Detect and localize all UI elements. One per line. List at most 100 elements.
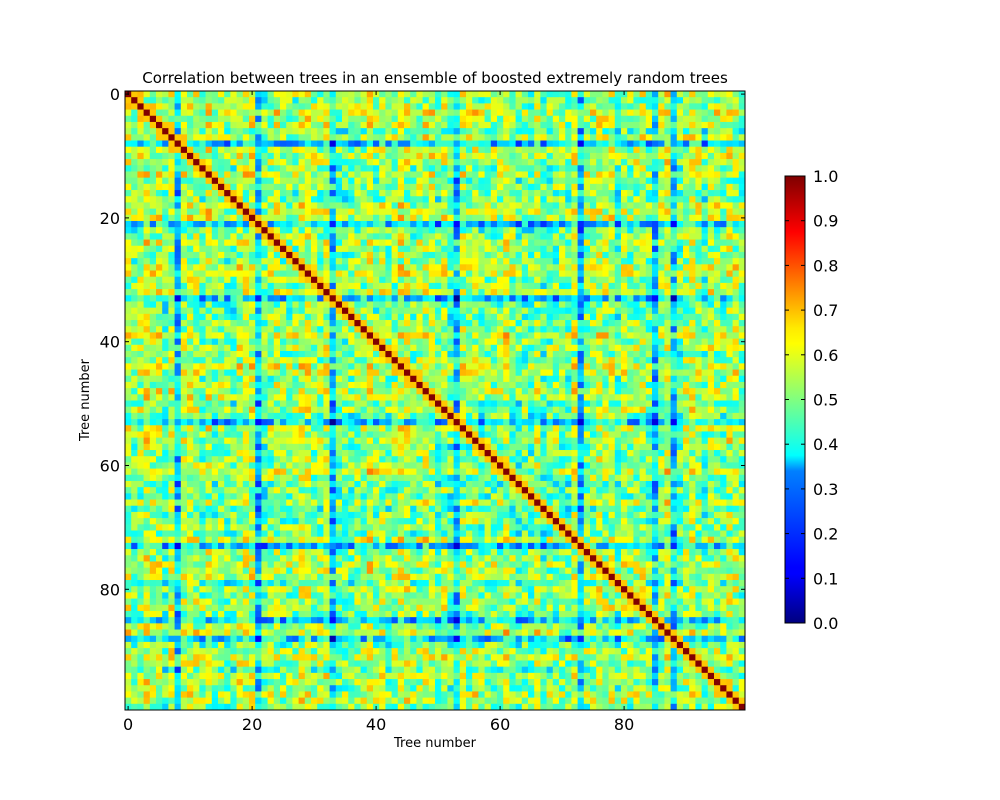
heatmap-cell xyxy=(156,258,163,265)
heatmap-cell xyxy=(162,208,169,216)
heatmap-cell xyxy=(695,332,702,339)
heatmap-cell xyxy=(304,134,312,141)
heatmap-cell xyxy=(559,357,566,364)
heatmap-cell xyxy=(199,239,206,247)
heatmap-cell xyxy=(373,295,380,302)
heatmap-cell xyxy=(391,363,399,370)
heatmap-cell xyxy=(162,103,169,110)
heatmap-cell xyxy=(236,381,244,389)
heatmap-cell xyxy=(373,115,380,123)
heatmap-cell xyxy=(633,109,640,117)
heatmap-cell xyxy=(354,103,361,110)
heatmap-cell xyxy=(404,183,411,191)
heatmap-cell xyxy=(348,388,355,395)
heatmap-cell xyxy=(441,109,448,117)
heatmap-cell xyxy=(559,264,566,271)
heatmap-cell xyxy=(304,214,312,222)
heatmap-cell xyxy=(224,115,231,123)
heatmap-cell xyxy=(695,264,702,271)
heatmap-cell xyxy=(658,289,665,296)
heatmap-cell xyxy=(236,338,244,346)
heatmap-cell xyxy=(224,183,231,191)
heatmap-cell xyxy=(614,388,622,395)
heatmap-cell xyxy=(552,276,560,284)
heatmap-cell xyxy=(627,301,634,308)
heatmap-cell xyxy=(441,121,448,129)
heatmap-cell xyxy=(435,338,442,346)
heatmap-cell xyxy=(577,202,585,209)
heatmap-cell xyxy=(478,381,485,389)
heatmap-cell xyxy=(658,165,665,172)
heatmap-cell xyxy=(590,326,597,333)
heatmap-cell xyxy=(329,208,337,216)
heatmap-cell xyxy=(236,344,244,352)
heatmap-cell xyxy=(472,128,479,135)
heatmap-cell xyxy=(354,97,361,104)
heatmap-cell xyxy=(255,227,262,234)
heatmap-cell xyxy=(614,128,622,135)
heatmap-cell xyxy=(249,214,256,222)
heatmap-cell xyxy=(137,202,144,209)
heatmap-cell xyxy=(577,369,585,377)
heatmap-cell xyxy=(552,251,560,259)
heatmap-cell xyxy=(273,115,281,123)
heatmap-cell xyxy=(137,332,144,339)
heatmap-cell xyxy=(422,282,430,290)
heatmap-cell xyxy=(459,233,467,240)
heatmap-cell xyxy=(218,251,225,259)
heatmap-cell xyxy=(311,202,318,209)
heatmap-cell xyxy=(670,332,678,339)
heatmap-cell xyxy=(348,202,355,209)
heatmap-cell xyxy=(590,134,597,141)
heatmap-cell xyxy=(162,134,169,141)
heatmap-cell xyxy=(335,233,343,240)
heatmap-cell xyxy=(286,134,293,141)
heatmap-cell xyxy=(280,202,287,209)
heatmap-cell xyxy=(521,103,529,110)
heatmap-cell xyxy=(168,183,175,191)
heatmap-cell xyxy=(286,109,293,117)
heatmap-cell xyxy=(317,289,324,296)
heatmap-cell xyxy=(683,183,690,191)
heatmap-cell xyxy=(211,357,219,364)
heatmap-cell xyxy=(664,233,671,240)
heatmap-cell xyxy=(726,258,733,265)
heatmap-cell xyxy=(459,258,467,265)
heatmap-cell xyxy=(255,245,262,253)
heatmap-cell xyxy=(391,276,399,284)
heatmap-cell xyxy=(639,91,647,98)
heatmap-cell xyxy=(379,313,386,321)
heatmap-cell xyxy=(559,320,566,327)
heatmap-cell xyxy=(379,202,386,209)
heatmap-cell xyxy=(311,363,318,370)
heatmap-cell xyxy=(224,97,231,104)
heatmap-cell xyxy=(596,251,603,259)
heatmap-cell xyxy=(689,190,696,197)
heatmap-cell xyxy=(224,245,231,253)
heatmap-cell xyxy=(348,344,355,352)
heatmap-cell xyxy=(738,320,746,327)
heatmap-cell xyxy=(224,159,231,166)
heatmap-cell xyxy=(652,258,659,265)
heatmap-cell xyxy=(211,258,219,265)
heatmap-cell xyxy=(435,350,442,358)
heatmap-cell xyxy=(509,220,516,228)
heatmap-cell xyxy=(447,251,454,259)
heatmap-cell xyxy=(391,109,399,117)
heatmap-cell xyxy=(571,332,578,339)
heatmap-cell xyxy=(627,338,634,346)
heatmap-cell xyxy=(329,344,337,352)
heatmap-cell xyxy=(391,183,399,191)
heatmap-cell xyxy=(199,128,206,135)
heatmap-cell xyxy=(435,171,442,179)
heatmap-cell xyxy=(379,363,386,370)
heatmap-cell xyxy=(534,338,541,346)
heatmap-cell xyxy=(180,245,188,253)
heatmap-cell xyxy=(162,381,169,389)
heatmap-cell xyxy=(546,251,554,259)
heatmap-cell xyxy=(373,320,380,327)
heatmap-cell xyxy=(174,91,182,98)
heatmap-cell xyxy=(261,146,268,154)
heatmap-cell xyxy=(249,375,256,383)
heatmap-cell xyxy=(645,183,653,191)
